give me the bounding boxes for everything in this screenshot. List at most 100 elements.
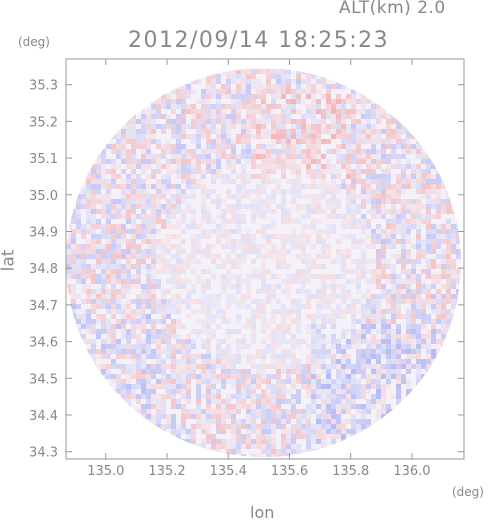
data-cell [211,359,216,364]
data-cell [351,389,356,394]
data-cell [336,369,341,374]
data-cell [291,89,296,94]
data-cell [291,364,296,369]
data-cell [211,219,216,224]
data-cell [286,339,291,344]
data-cell [341,164,346,169]
data-cell [291,189,296,194]
data-cell [206,94,211,99]
data-cell [426,314,431,319]
data-cell [361,314,366,319]
data-cell [401,299,406,304]
data-cell [276,204,281,209]
data-cell [181,129,186,134]
data-cell [261,444,266,449]
data-cell [291,354,296,359]
data-cell [261,394,266,399]
data-cell [106,279,111,284]
data-cell [311,174,316,179]
data-cell [316,229,321,234]
data-cell [111,214,116,219]
data-cell [386,199,391,204]
data-cell [311,389,316,394]
data-cell [136,159,141,164]
data-cell [286,239,291,244]
data-cell [76,224,81,229]
data-cell [236,69,241,74]
data-cell [101,224,106,229]
data-cell [326,159,331,164]
data-cell [231,419,236,424]
data-cell [411,134,416,139]
data-cell [146,409,151,414]
data-cell [451,199,456,204]
data-cell [426,154,431,159]
data-cell [106,189,111,194]
y-tick-label: 35.3 [29,79,58,94]
data-cell [161,364,166,369]
data-cell [226,219,231,224]
data-cell [331,359,336,364]
data-cell [346,364,351,369]
data-cell [291,234,296,239]
data-cell [131,329,136,334]
data-cell [376,374,381,379]
data-cell [116,339,121,344]
data-cell [396,124,401,129]
data-cell [291,239,296,244]
data-cell [181,134,186,139]
data-cell [326,229,331,234]
data-cell [201,229,206,234]
data-cell [171,119,176,124]
data-cell [126,334,131,339]
data-cell [131,324,136,329]
data-cell [276,104,281,109]
data-cell [256,124,261,129]
data-cell [171,254,176,259]
data-cell [161,114,166,119]
data-cell [206,194,211,199]
data-cell [286,209,291,214]
data-cell [231,329,236,334]
data-cell [191,89,196,94]
data-cell [226,89,231,94]
data-cell [261,264,266,269]
data-cell [286,274,291,279]
data-cell [316,364,321,369]
data-cell [206,364,211,369]
data-cell [386,344,391,349]
data-cell [126,194,131,199]
data-cell [101,339,106,344]
data-cell [81,319,86,324]
data-cell [191,269,196,274]
data-cell [281,74,286,79]
data-cell [346,154,351,159]
data-cell [391,394,396,399]
data-cell [101,324,106,329]
plot-frame [65,58,465,460]
data-cell [426,219,431,224]
data-cell [151,114,156,119]
data-cell [166,189,171,194]
data-cell [406,289,411,294]
data-cell [266,399,271,404]
data-cell [131,314,136,319]
data-cell [411,209,416,214]
data-cell [436,164,441,169]
data-cell [291,414,296,419]
data-cell [311,354,316,359]
data-cell [281,324,286,329]
data-cell [441,209,446,214]
data-cell [186,194,191,199]
data-cell [211,259,216,264]
data-cell [81,334,86,339]
data-cell [356,359,361,364]
data-cell [296,154,301,159]
data-cell [411,339,416,344]
data-cell [416,354,421,359]
data-cell [121,249,126,254]
data-cell [286,139,291,144]
data-cell [271,249,276,254]
data-cell [336,384,341,389]
data-cell [296,99,301,104]
